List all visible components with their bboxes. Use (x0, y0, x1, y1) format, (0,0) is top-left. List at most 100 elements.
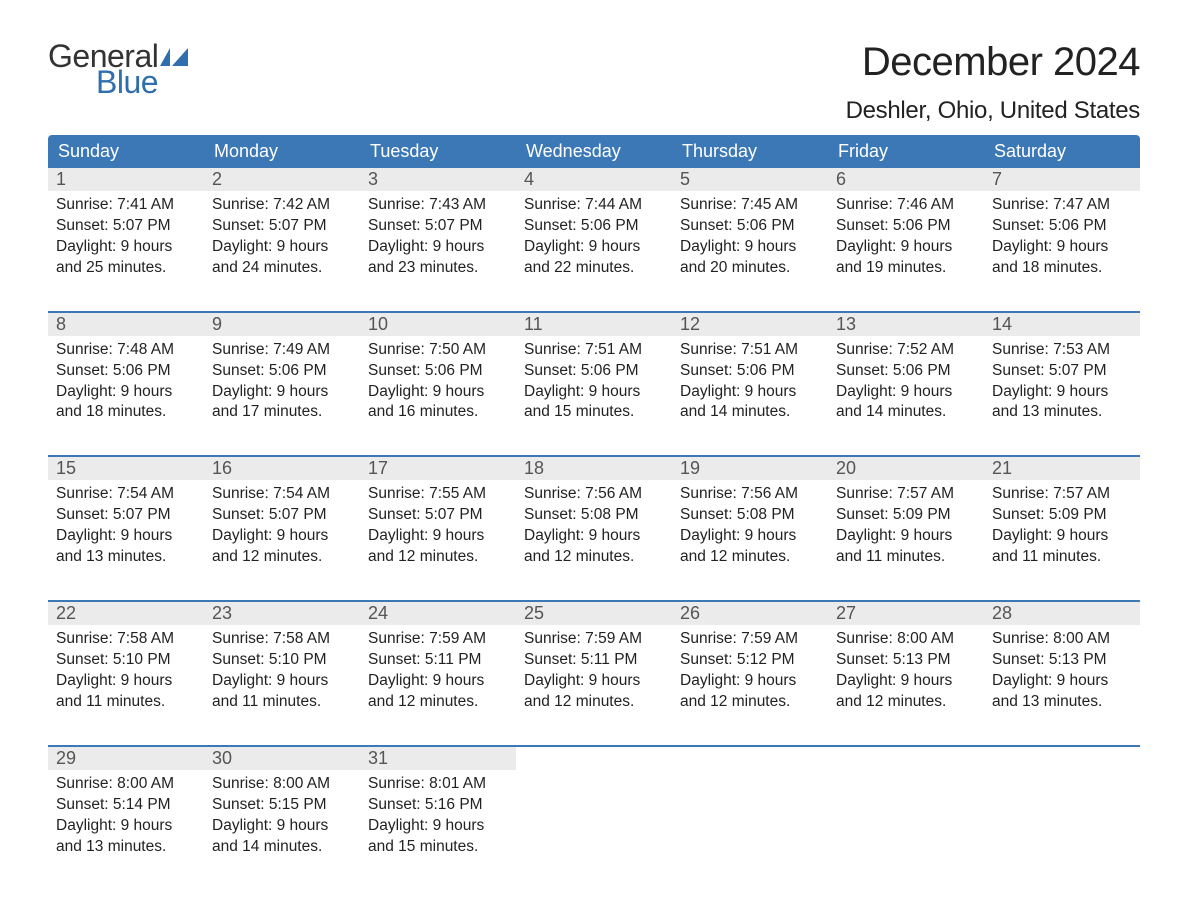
day-cell: 9Sunrise: 7:49 AMSunset: 5:06 PMDaylight… (204, 313, 360, 442)
day-body: Sunrise: 7:57 AMSunset: 5:09 PMDaylight:… (984, 480, 1140, 586)
day-body: Sunrise: 7:59 AMSunset: 5:11 PMDaylight:… (360, 625, 516, 731)
dow-cell: Friday (828, 135, 984, 168)
day-number: 16 (204, 457, 360, 480)
sunrise-line: Sunrise: 7:58 AM (212, 629, 352, 650)
day-body: Sunrise: 8:00 AMSunset: 5:14 PMDaylight:… (48, 770, 204, 876)
sunrise-line: Sunrise: 7:48 AM (56, 340, 196, 361)
sunset-line: Sunset: 5:13 PM (992, 650, 1132, 671)
day-cell: 14Sunrise: 7:53 AMSunset: 5:07 PMDayligh… (984, 313, 1140, 442)
day-body: Sunrise: 8:01 AMSunset: 5:16 PMDaylight:… (360, 770, 516, 876)
daylight-line: Daylight: 9 hours and 12 minutes. (524, 671, 664, 713)
day-body: Sunrise: 7:51 AMSunset: 5:06 PMDaylight:… (672, 336, 828, 442)
day-body: Sunrise: 7:45 AMSunset: 5:06 PMDaylight:… (672, 191, 828, 297)
sunrise-line: Sunrise: 7:46 AM (836, 195, 976, 216)
sunset-line: Sunset: 5:07 PM (368, 505, 508, 526)
day-cell: 1Sunrise: 7:41 AMSunset: 5:07 PMDaylight… (48, 168, 204, 297)
day-cell: 15Sunrise: 7:54 AMSunset: 5:07 PMDayligh… (48, 457, 204, 586)
day-body: Sunrise: 7:56 AMSunset: 5:08 PMDaylight:… (516, 480, 672, 586)
daylight-line: Daylight: 9 hours and 13 minutes. (992, 671, 1132, 713)
sunrise-line: Sunrise: 7:59 AM (680, 629, 820, 650)
day-cell: 25Sunrise: 7:59 AMSunset: 5:11 PMDayligh… (516, 602, 672, 731)
day-cell: 6Sunrise: 7:46 AMSunset: 5:06 PMDaylight… (828, 168, 984, 297)
day-number: 15 (48, 457, 204, 480)
sunset-line: Sunset: 5:06 PM (992, 216, 1132, 237)
day-number: 9 (204, 313, 360, 336)
sunrise-line: Sunrise: 8:00 AM (836, 629, 976, 650)
day-cell: 18Sunrise: 7:56 AMSunset: 5:08 PMDayligh… (516, 457, 672, 586)
header: General Blue December 2024 Deshler, Ohio… (48, 40, 1140, 125)
day-body: Sunrise: 7:51 AMSunset: 5:06 PMDaylight:… (516, 336, 672, 442)
day-body: Sunrise: 7:49 AMSunset: 5:06 PMDaylight:… (204, 336, 360, 442)
sunrise-line: Sunrise: 7:55 AM (368, 484, 508, 505)
day-cell: 2Sunrise: 7:42 AMSunset: 5:07 PMDaylight… (204, 168, 360, 297)
day-cell: 31Sunrise: 8:01 AMSunset: 5:16 PMDayligh… (360, 747, 516, 876)
sunset-line: Sunset: 5:11 PM (524, 650, 664, 671)
daylight-line: Daylight: 9 hours and 23 minutes. (368, 237, 508, 279)
day-body: Sunrise: 7:53 AMSunset: 5:07 PMDaylight:… (984, 336, 1140, 442)
sunset-line: Sunset: 5:16 PM (368, 795, 508, 816)
day-cell: 23Sunrise: 7:58 AMSunset: 5:10 PMDayligh… (204, 602, 360, 731)
day-body: Sunrise: 7:54 AMSunset: 5:07 PMDaylight:… (204, 480, 360, 586)
daylight-line: Daylight: 9 hours and 17 minutes. (212, 382, 352, 424)
daylight-line: Daylight: 9 hours and 13 minutes. (56, 816, 196, 858)
day-body: Sunrise: 8:00 AMSunset: 5:15 PMDaylight:… (204, 770, 360, 876)
daylight-line: Daylight: 9 hours and 20 minutes. (680, 237, 820, 279)
day-cell: 24Sunrise: 7:59 AMSunset: 5:11 PMDayligh… (360, 602, 516, 731)
day-number: 6 (828, 168, 984, 191)
daylight-line: Daylight: 9 hours and 13 minutes. (992, 382, 1132, 424)
sunrise-line: Sunrise: 7:52 AM (836, 340, 976, 361)
day-number: 14 (984, 313, 1140, 336)
sunrise-line: Sunrise: 7:50 AM (368, 340, 508, 361)
day-cell: 22Sunrise: 7:58 AMSunset: 5:10 PMDayligh… (48, 602, 204, 731)
day-number: 22 (48, 602, 204, 625)
day-cell: 4Sunrise: 7:44 AMSunset: 5:06 PMDaylight… (516, 168, 672, 297)
sunrise-line: Sunrise: 7:54 AM (56, 484, 196, 505)
day-body: Sunrise: 7:48 AMSunset: 5:06 PMDaylight:… (48, 336, 204, 442)
week-row: 22Sunrise: 7:58 AMSunset: 5:10 PMDayligh… (48, 600, 1140, 731)
day-cell: 21Sunrise: 7:57 AMSunset: 5:09 PMDayligh… (984, 457, 1140, 586)
flag-icon (160, 48, 188, 66)
sunset-line: Sunset: 5:10 PM (56, 650, 196, 671)
daylight-line: Daylight: 9 hours and 12 minutes. (368, 671, 508, 713)
day-body: Sunrise: 7:54 AMSunset: 5:07 PMDaylight:… (48, 480, 204, 586)
week-row: 8Sunrise: 7:48 AMSunset: 5:06 PMDaylight… (48, 311, 1140, 442)
month-title: December 2024 (846, 40, 1140, 85)
sunrise-line: Sunrise: 7:59 AM (524, 629, 664, 650)
sunrise-line: Sunrise: 7:57 AM (836, 484, 976, 505)
day-body: Sunrise: 7:52 AMSunset: 5:06 PMDaylight:… (828, 336, 984, 442)
sunset-line: Sunset: 5:09 PM (836, 505, 976, 526)
day-cell (672, 747, 828, 876)
week-row: 1Sunrise: 7:41 AMSunset: 5:07 PMDaylight… (48, 168, 1140, 297)
daylight-line: Daylight: 9 hours and 12 minutes. (680, 526, 820, 568)
day-body: Sunrise: 7:46 AMSunset: 5:06 PMDaylight:… (828, 191, 984, 297)
day-number: 26 (672, 602, 828, 625)
dow-cell: Sunday (48, 135, 204, 168)
daylight-line: Daylight: 9 hours and 11 minutes. (992, 526, 1132, 568)
dow-cell: Thursday (672, 135, 828, 168)
sunset-line: Sunset: 5:10 PM (212, 650, 352, 671)
daylight-line: Daylight: 9 hours and 25 minutes. (56, 237, 196, 279)
sunset-line: Sunset: 5:12 PM (680, 650, 820, 671)
day-cell: 7Sunrise: 7:47 AMSunset: 5:06 PMDaylight… (984, 168, 1140, 297)
day-body: Sunrise: 7:43 AMSunset: 5:07 PMDaylight:… (360, 191, 516, 297)
sunrise-line: Sunrise: 7:45 AM (680, 195, 820, 216)
sunrise-line: Sunrise: 7:53 AM (992, 340, 1132, 361)
day-body: Sunrise: 7:59 AMSunset: 5:11 PMDaylight:… (516, 625, 672, 731)
day-body: Sunrise: 7:59 AMSunset: 5:12 PMDaylight:… (672, 625, 828, 731)
daylight-line: Daylight: 9 hours and 11 minutes. (836, 526, 976, 568)
calendar: SundayMondayTuesdayWednesdayThursdayFrid… (48, 135, 1140, 875)
day-number: 23 (204, 602, 360, 625)
day-cell: 16Sunrise: 7:54 AMSunset: 5:07 PMDayligh… (204, 457, 360, 586)
day-number: 24 (360, 602, 516, 625)
day-number (828, 747, 984, 770)
day-body: Sunrise: 7:58 AMSunset: 5:10 PMDaylight:… (48, 625, 204, 731)
sunrise-line: Sunrise: 7:54 AM (212, 484, 352, 505)
day-number: 12 (672, 313, 828, 336)
day-number: 27 (828, 602, 984, 625)
sunset-line: Sunset: 5:06 PM (680, 361, 820, 382)
day-cell: 11Sunrise: 7:51 AMSunset: 5:06 PMDayligh… (516, 313, 672, 442)
day-number: 1 (48, 168, 204, 191)
day-body: Sunrise: 7:47 AMSunset: 5:06 PMDaylight:… (984, 191, 1140, 297)
day-cell: 12Sunrise: 7:51 AMSunset: 5:06 PMDayligh… (672, 313, 828, 442)
day-number: 20 (828, 457, 984, 480)
